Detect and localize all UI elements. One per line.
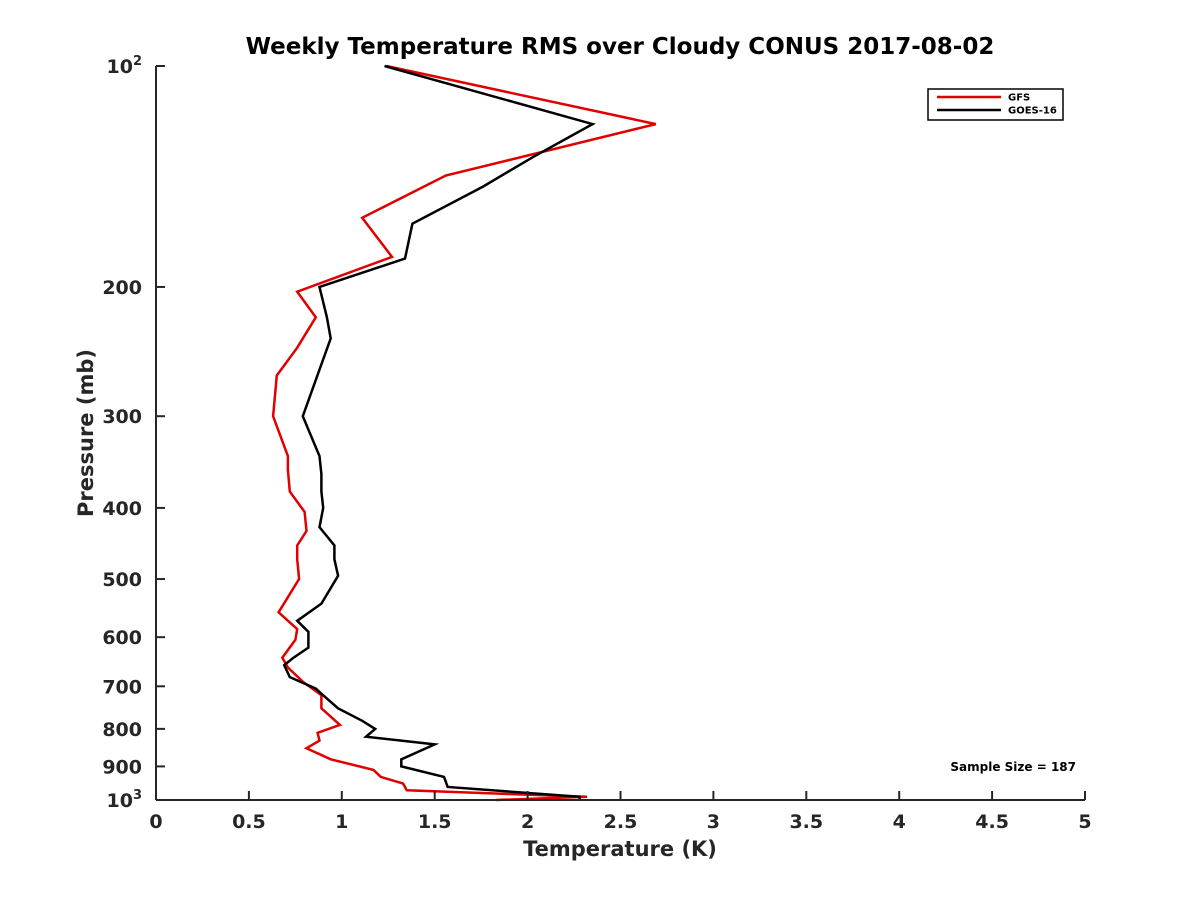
y-tick-label: 200 <box>102 277 142 299</box>
series-line-goes16 <box>282 64 596 800</box>
series-layer <box>271 64 657 802</box>
y-tick-label: 103 <box>107 788 143 812</box>
y-axis-title: Pressure (mb) <box>74 349 98 517</box>
x-tick-label: 5 <box>1078 811 1091 833</box>
x-tick-label: 3 <box>707 811 720 833</box>
legend: GFS GOES-16 <box>927 88 1064 121</box>
x-tick-label: 4.5 <box>975 811 1009 833</box>
x-tick-label: 1 <box>335 811 348 833</box>
y-tick-label: 700 <box>102 676 142 698</box>
x-tick-label: 2.5 <box>604 811 638 833</box>
x-axis-title: Temperature (K) <box>523 837 717 861</box>
y-tick-label: 300 <box>102 406 142 428</box>
y-tick-label: 400 <box>102 498 142 520</box>
y-tick-label: 800 <box>102 719 142 741</box>
chart-title: Weekly Temperature RMS over Cloudy CONUS… <box>246 34 995 60</box>
x-tick-label: 1.5 <box>418 811 452 833</box>
series-line-gfs <box>271 64 657 802</box>
axes <box>155 66 1085 801</box>
y-tick-label: 600 <box>102 627 142 649</box>
legend-box <box>927 88 1064 121</box>
x-tick-label: 0 <box>149 811 162 833</box>
y-tick-label: 500 <box>102 569 142 591</box>
x-tick-label: 3.5 <box>789 811 823 833</box>
sample-size-annotation: Sample Size = 187 <box>950 760 1076 774</box>
x-ticks: 0 0.5 1 1.5 2 2.5 3 3.5 4 4.5 5 <box>149 791 1092 833</box>
legend-label-goes16: GOES-16 <box>1008 106 1057 117</box>
y-tick-label: 900 <box>102 756 142 778</box>
x-tick-label: 4 <box>893 811 906 833</box>
y-tick-label: 102 <box>107 54 143 78</box>
x-tick-label: 2 <box>521 811 534 833</box>
y-ticks: 102 200 300 400 500 600 700 800 900 103 <box>102 54 165 812</box>
legend-label-gfs: GFS <box>1008 93 1030 104</box>
x-tick-label: 0.5 <box>232 811 266 833</box>
